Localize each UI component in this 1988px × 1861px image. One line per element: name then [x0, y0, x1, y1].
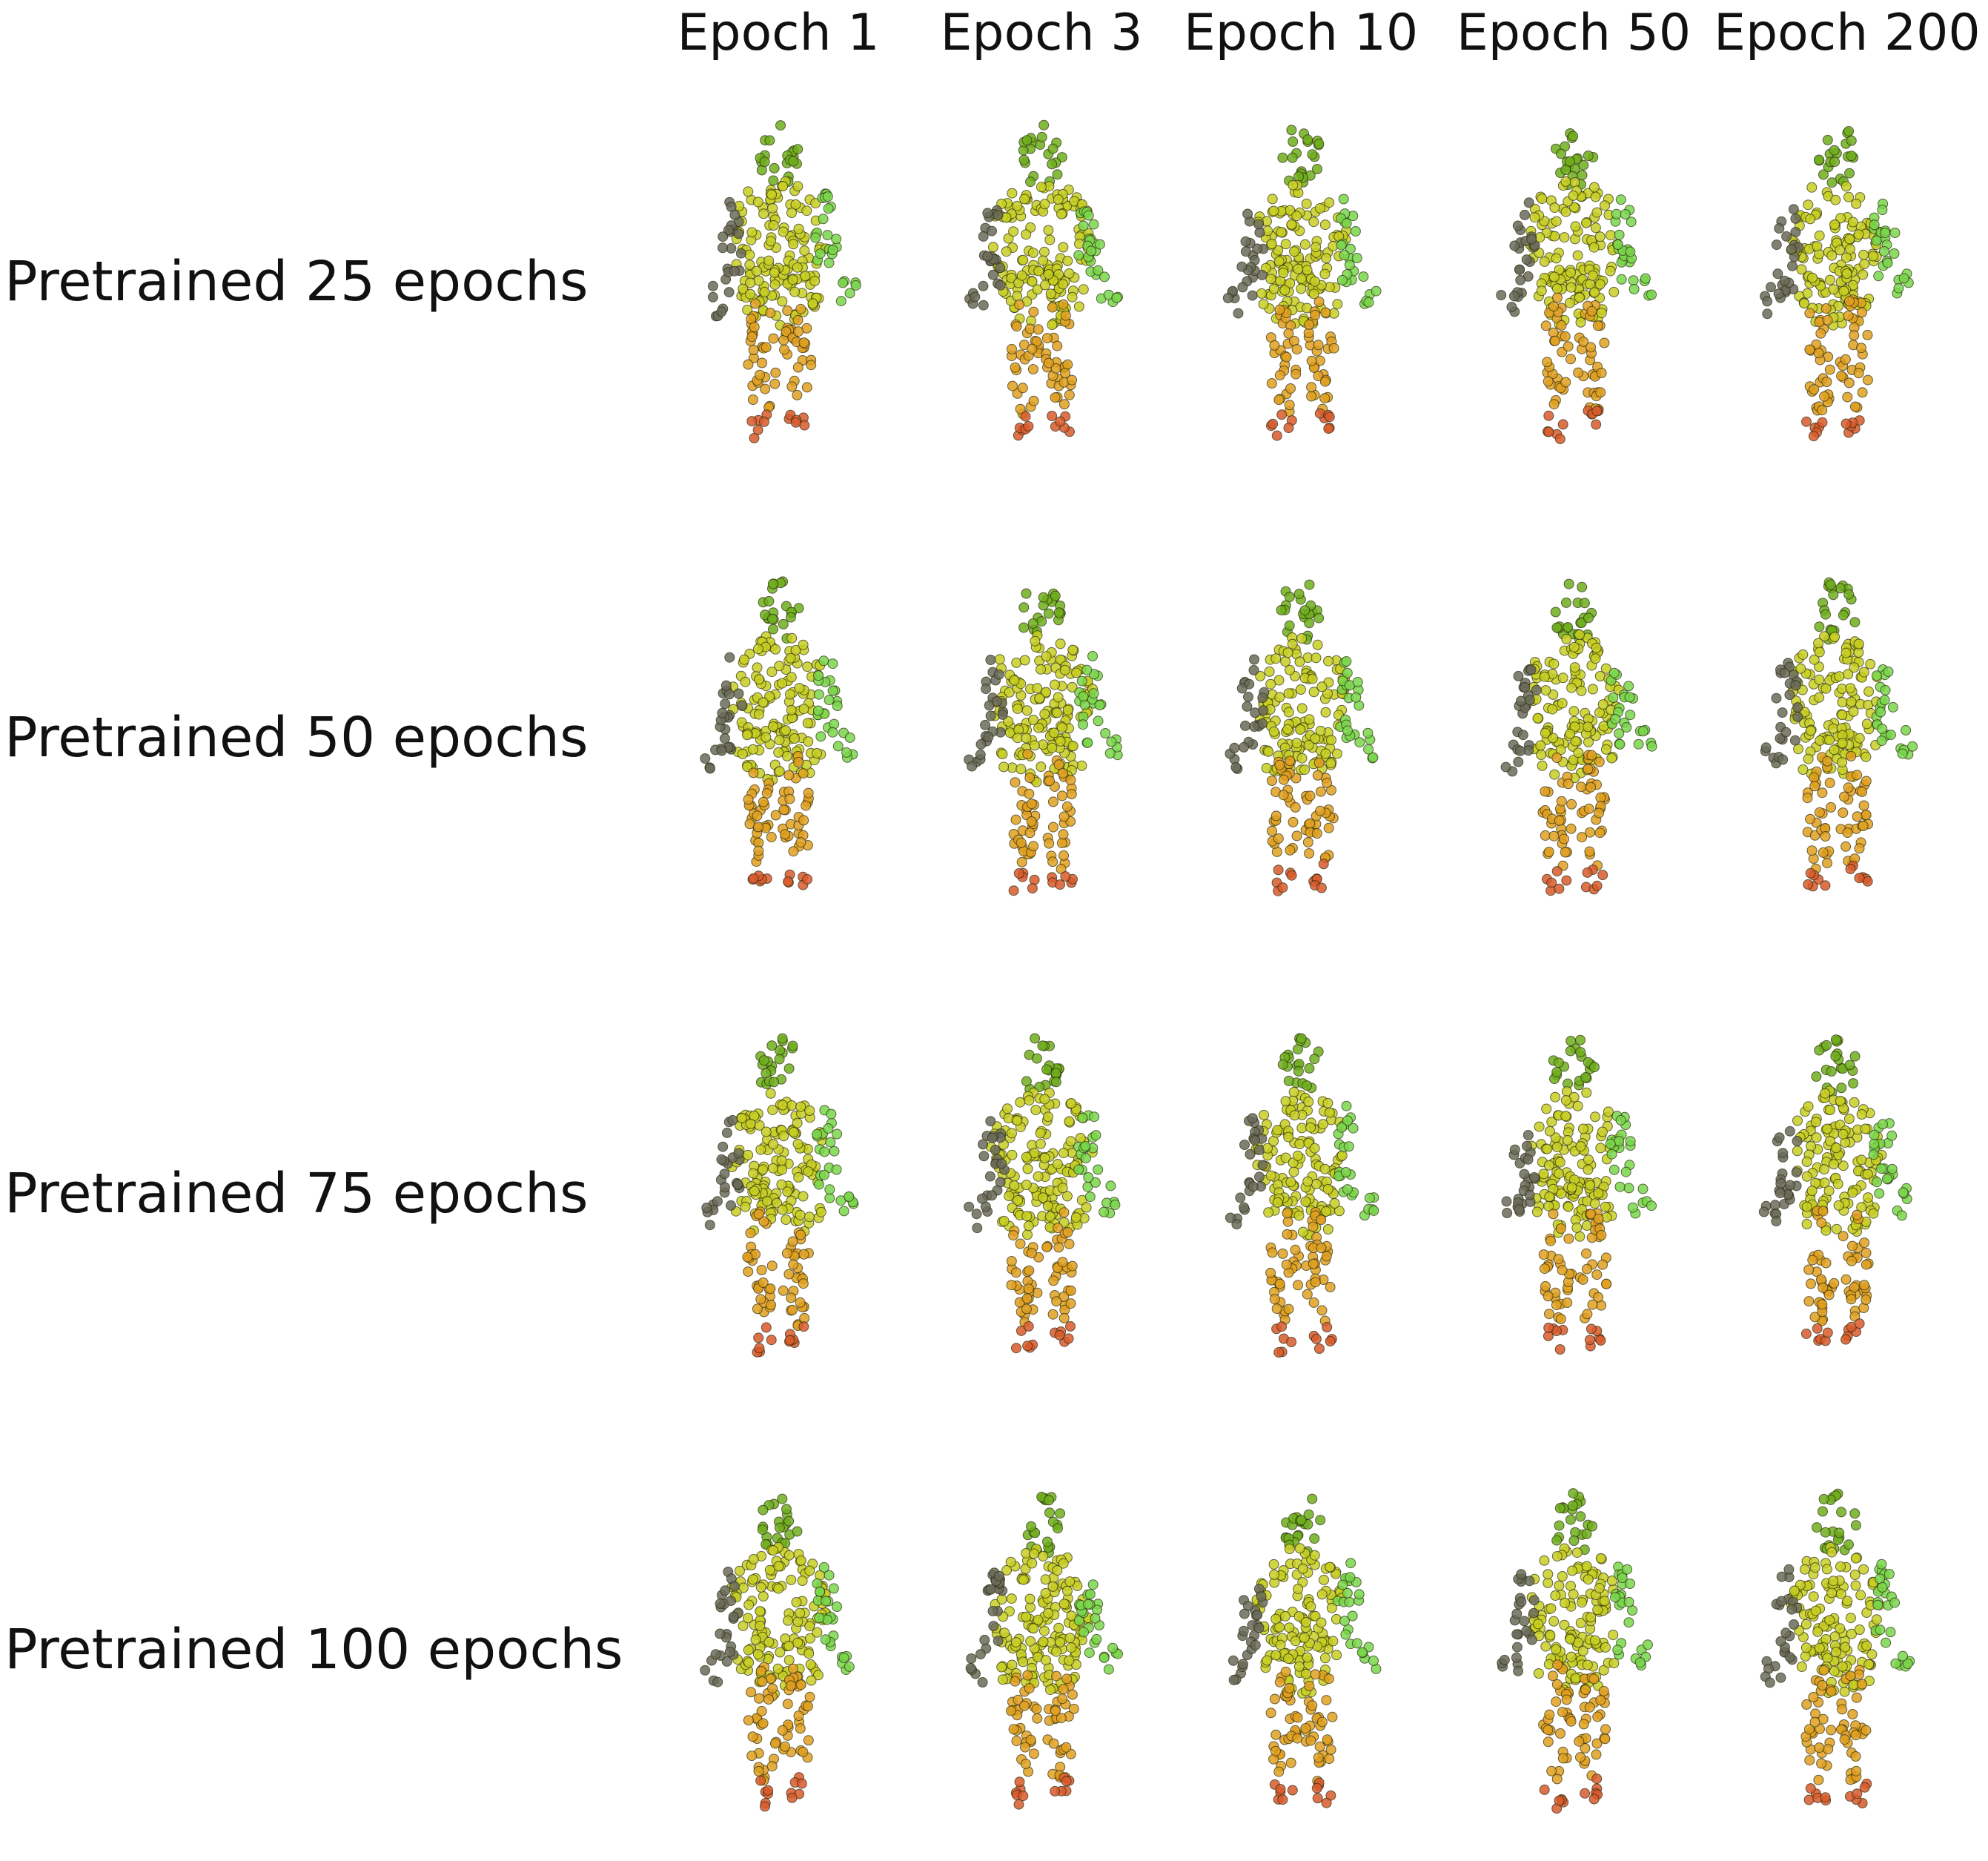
- point-cloud-r2-c5: [1710, 567, 1962, 938]
- point-cloud-r3-c1: [652, 1023, 904, 1394]
- human-point-cloud: [1501, 1034, 1657, 1355]
- human-point-cloud: [1760, 1488, 1915, 1808]
- human-point-cloud: [1222, 125, 1382, 441]
- point-cloud-r4-c2: [915, 1479, 1167, 1850]
- human-point-cloud: [964, 588, 1123, 896]
- human-point-cloud: [964, 119, 1123, 441]
- point-cloud-r1-c2: [915, 111, 1167, 482]
- human-point-cloud: [1758, 1034, 1912, 1346]
- point-cloud-r3-c5: [1710, 1023, 1962, 1394]
- human-point-cloud: [707, 120, 861, 443]
- point-cloud-r1-c5: [1710, 111, 1962, 482]
- human-point-cloud: [965, 1492, 1123, 1810]
- row-label-pretrained-50: Pretrained 50 epochs: [4, 706, 589, 770]
- human-point-cloud: [1497, 1488, 1653, 1814]
- point-cloud-r4-c3: [1175, 1479, 1427, 1850]
- point-cloud-r4-c1: [652, 1479, 904, 1850]
- point-cloud-r2-c2: [915, 567, 1167, 938]
- human-point-cloud: [700, 1493, 855, 1812]
- column-label-epoch-50: Epoch 50: [1456, 4, 1692, 62]
- point-cloud-r3-c4: [1448, 1023, 1700, 1394]
- row-label-pretrained-100: Pretrained 100 epochs: [4, 1618, 623, 1682]
- human-point-cloud: [1496, 128, 1657, 445]
- human-point-cloud: [700, 576, 858, 890]
- human-point-cloud: [1760, 126, 1914, 442]
- row-label-pretrained-75: Pretrained 75 epochs: [4, 1162, 589, 1226]
- human-point-cloud: [1225, 1033, 1379, 1358]
- human-point-cloud: [964, 1033, 1121, 1354]
- human-point-cloud: [1760, 577, 1918, 892]
- column-label-epoch-3: Epoch 3: [940, 4, 1143, 62]
- human-point-cloud: [1225, 579, 1379, 896]
- column-label-epoch-10: Epoch 10: [1183, 4, 1419, 62]
- point-cloud-r1-c4: [1448, 111, 1700, 482]
- point-cloud-r4-c4: [1448, 1479, 1700, 1850]
- point-cloud-r2-c3: [1175, 567, 1427, 938]
- point-cloud-r3-c3: [1175, 1023, 1427, 1394]
- human-point-cloud: [1227, 1493, 1382, 1808]
- point-cloud-r4-c5: [1710, 1479, 1962, 1850]
- point-cloud-r1-c1: [652, 111, 904, 482]
- row-label-pretrained-25: Pretrained 25 epochs: [4, 250, 589, 314]
- human-point-cloud: [701, 1033, 859, 1358]
- human-point-cloud: [1500, 578, 1657, 896]
- point-cloud-r3-c2: [915, 1023, 1167, 1394]
- column-label-epoch-200: Epoch 200: [1714, 4, 1981, 62]
- point-cloud-r2-c4: [1448, 567, 1700, 938]
- point-cloud-r2-c1: [652, 567, 904, 938]
- column-label-epoch-1: Epoch 1: [677, 4, 880, 62]
- point-cloud-r1-c3: [1175, 111, 1427, 482]
